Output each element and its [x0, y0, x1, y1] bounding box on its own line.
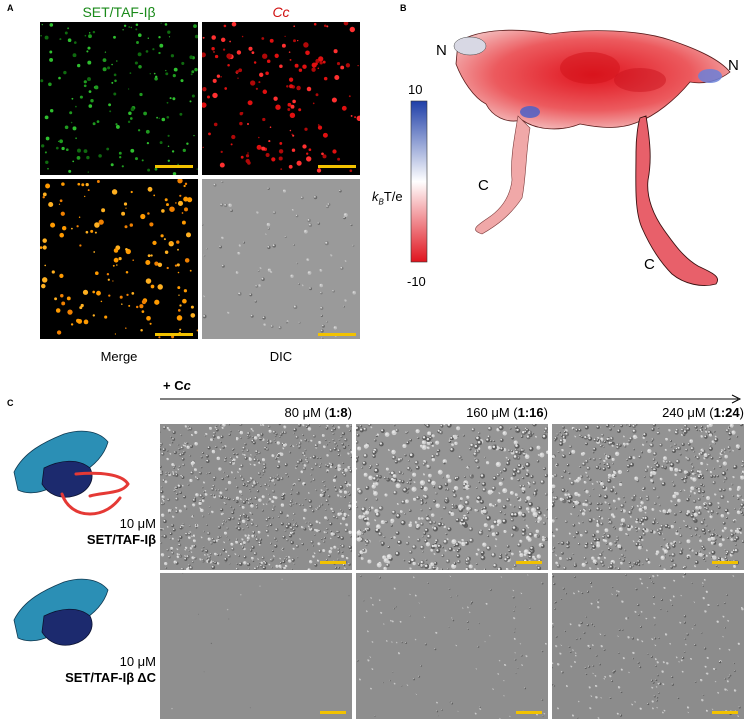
scale-bar [318, 165, 356, 168]
scale-bar [155, 165, 193, 168]
dic-image-fl-80 [160, 424, 352, 570]
green-fluorescence-image [40, 22, 198, 175]
scale-min-label: -10 [407, 274, 426, 289]
dic-image-fl-240 [552, 424, 744, 570]
dic-image-dc-80 [160, 573, 352, 719]
row-construct-name: SET/TAF-Iβ ΔC [65, 670, 156, 685]
electrostatic-scale-bar [410, 100, 428, 263]
panel-a-label: A [7, 3, 14, 13]
scale-unit-label: kBT/e [372, 189, 403, 207]
scale-bar [712, 561, 738, 564]
c-terminus-left-label: C [478, 177, 489, 194]
red-channel-title: Cc [272, 4, 290, 20]
row-construct-name: SET/TAF-Iβ [86, 532, 156, 547]
row-concentration: 10 μM [119, 516, 156, 531]
set-taf-deltac-cartoon [13, 578, 109, 646]
merge-image [40, 179, 198, 339]
row-label-deltac: 10 μM SET/TAF-Iβ ΔC [20, 654, 156, 686]
scale-bar [320, 711, 346, 714]
concentration-label-240: 240 μM (1:24) [662, 405, 744, 420]
titration-arrow [160, 394, 742, 404]
protein-electrostatic-surface [453, 29, 731, 286]
red-fluorescence-image [202, 22, 360, 175]
row-label-full-length: 10 μM SET/TAF-Iβ [20, 516, 156, 548]
dic-image-fl-160 [356, 424, 548, 570]
scale-bar [155, 333, 193, 336]
dic-caption: DIC [269, 349, 293, 364]
scale-bar [320, 561, 346, 564]
green-channel-title: SET/TAF-Iβ [82, 4, 156, 20]
scale-max-label: 10 [408, 82, 423, 97]
cc-addition-header: + Cc [163, 378, 191, 393]
panel-c-label: C [7, 398, 14, 408]
n-terminus-left-label: N [436, 42, 447, 59]
set-taf-full-length-cartoon [13, 430, 130, 516]
dic-image-dc-240 [552, 573, 744, 719]
dic-image [202, 179, 360, 339]
scale-bar [318, 333, 356, 336]
scale-bar [516, 711, 542, 714]
c-terminus-right-label: C [644, 256, 655, 273]
scale-bar [712, 711, 738, 714]
merge-caption: Merge [100, 349, 138, 364]
panel-b-label: B [400, 3, 407, 13]
n-terminus-right-label: N [728, 57, 739, 74]
row-concentration: 10 μM [119, 654, 156, 669]
concentration-label-160: 160 μM (1:16) [466, 405, 548, 420]
dic-image-dc-160 [356, 573, 548, 719]
concentration-label-80: 80 μM (1:8) [284, 405, 352, 420]
scale-bar [516, 561, 542, 564]
